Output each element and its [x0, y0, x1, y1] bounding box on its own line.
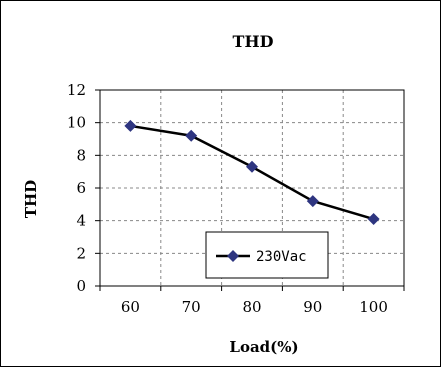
x-axis-label: Load(%): [229, 338, 298, 356]
series-layer: [124, 119, 380, 226]
y-axis-ticks: 0 2 4 6 8 10 12: [67, 81, 100, 295]
y-tick-label: 12: [67, 81, 86, 99]
x-tick-label: 90: [303, 298, 322, 316]
x-tick-label: 80: [242, 298, 261, 316]
x-tick-label: 100: [359, 298, 388, 316]
legend: 230Vac: [205, 231, 329, 279]
y-tick-label: 0: [76, 277, 86, 295]
data-point: [124, 119, 137, 132]
legend-marker: [227, 250, 239, 262]
y-tick-label: 6: [76, 179, 86, 197]
x-axis-ticks: 60 70 80 90 100: [99, 286, 405, 316]
y-tick-label: 4: [76, 212, 86, 230]
chart-title: THD: [233, 32, 274, 51]
data-point: [306, 195, 319, 208]
legend-label: 230Vac: [256, 249, 307, 265]
data-point: [246, 160, 258, 173]
data-point: [185, 129, 198, 142]
y-axis-label: THD: [22, 180, 40, 218]
y-tick-label: 8: [76, 146, 86, 164]
y-tick-label: 2: [76, 244, 86, 262]
x-tick-label: 70: [182, 298, 201, 316]
data-point: [367, 213, 380, 226]
x-tick-label: 60: [121, 298, 140, 316]
y-tick-label: 10: [67, 114, 86, 132]
